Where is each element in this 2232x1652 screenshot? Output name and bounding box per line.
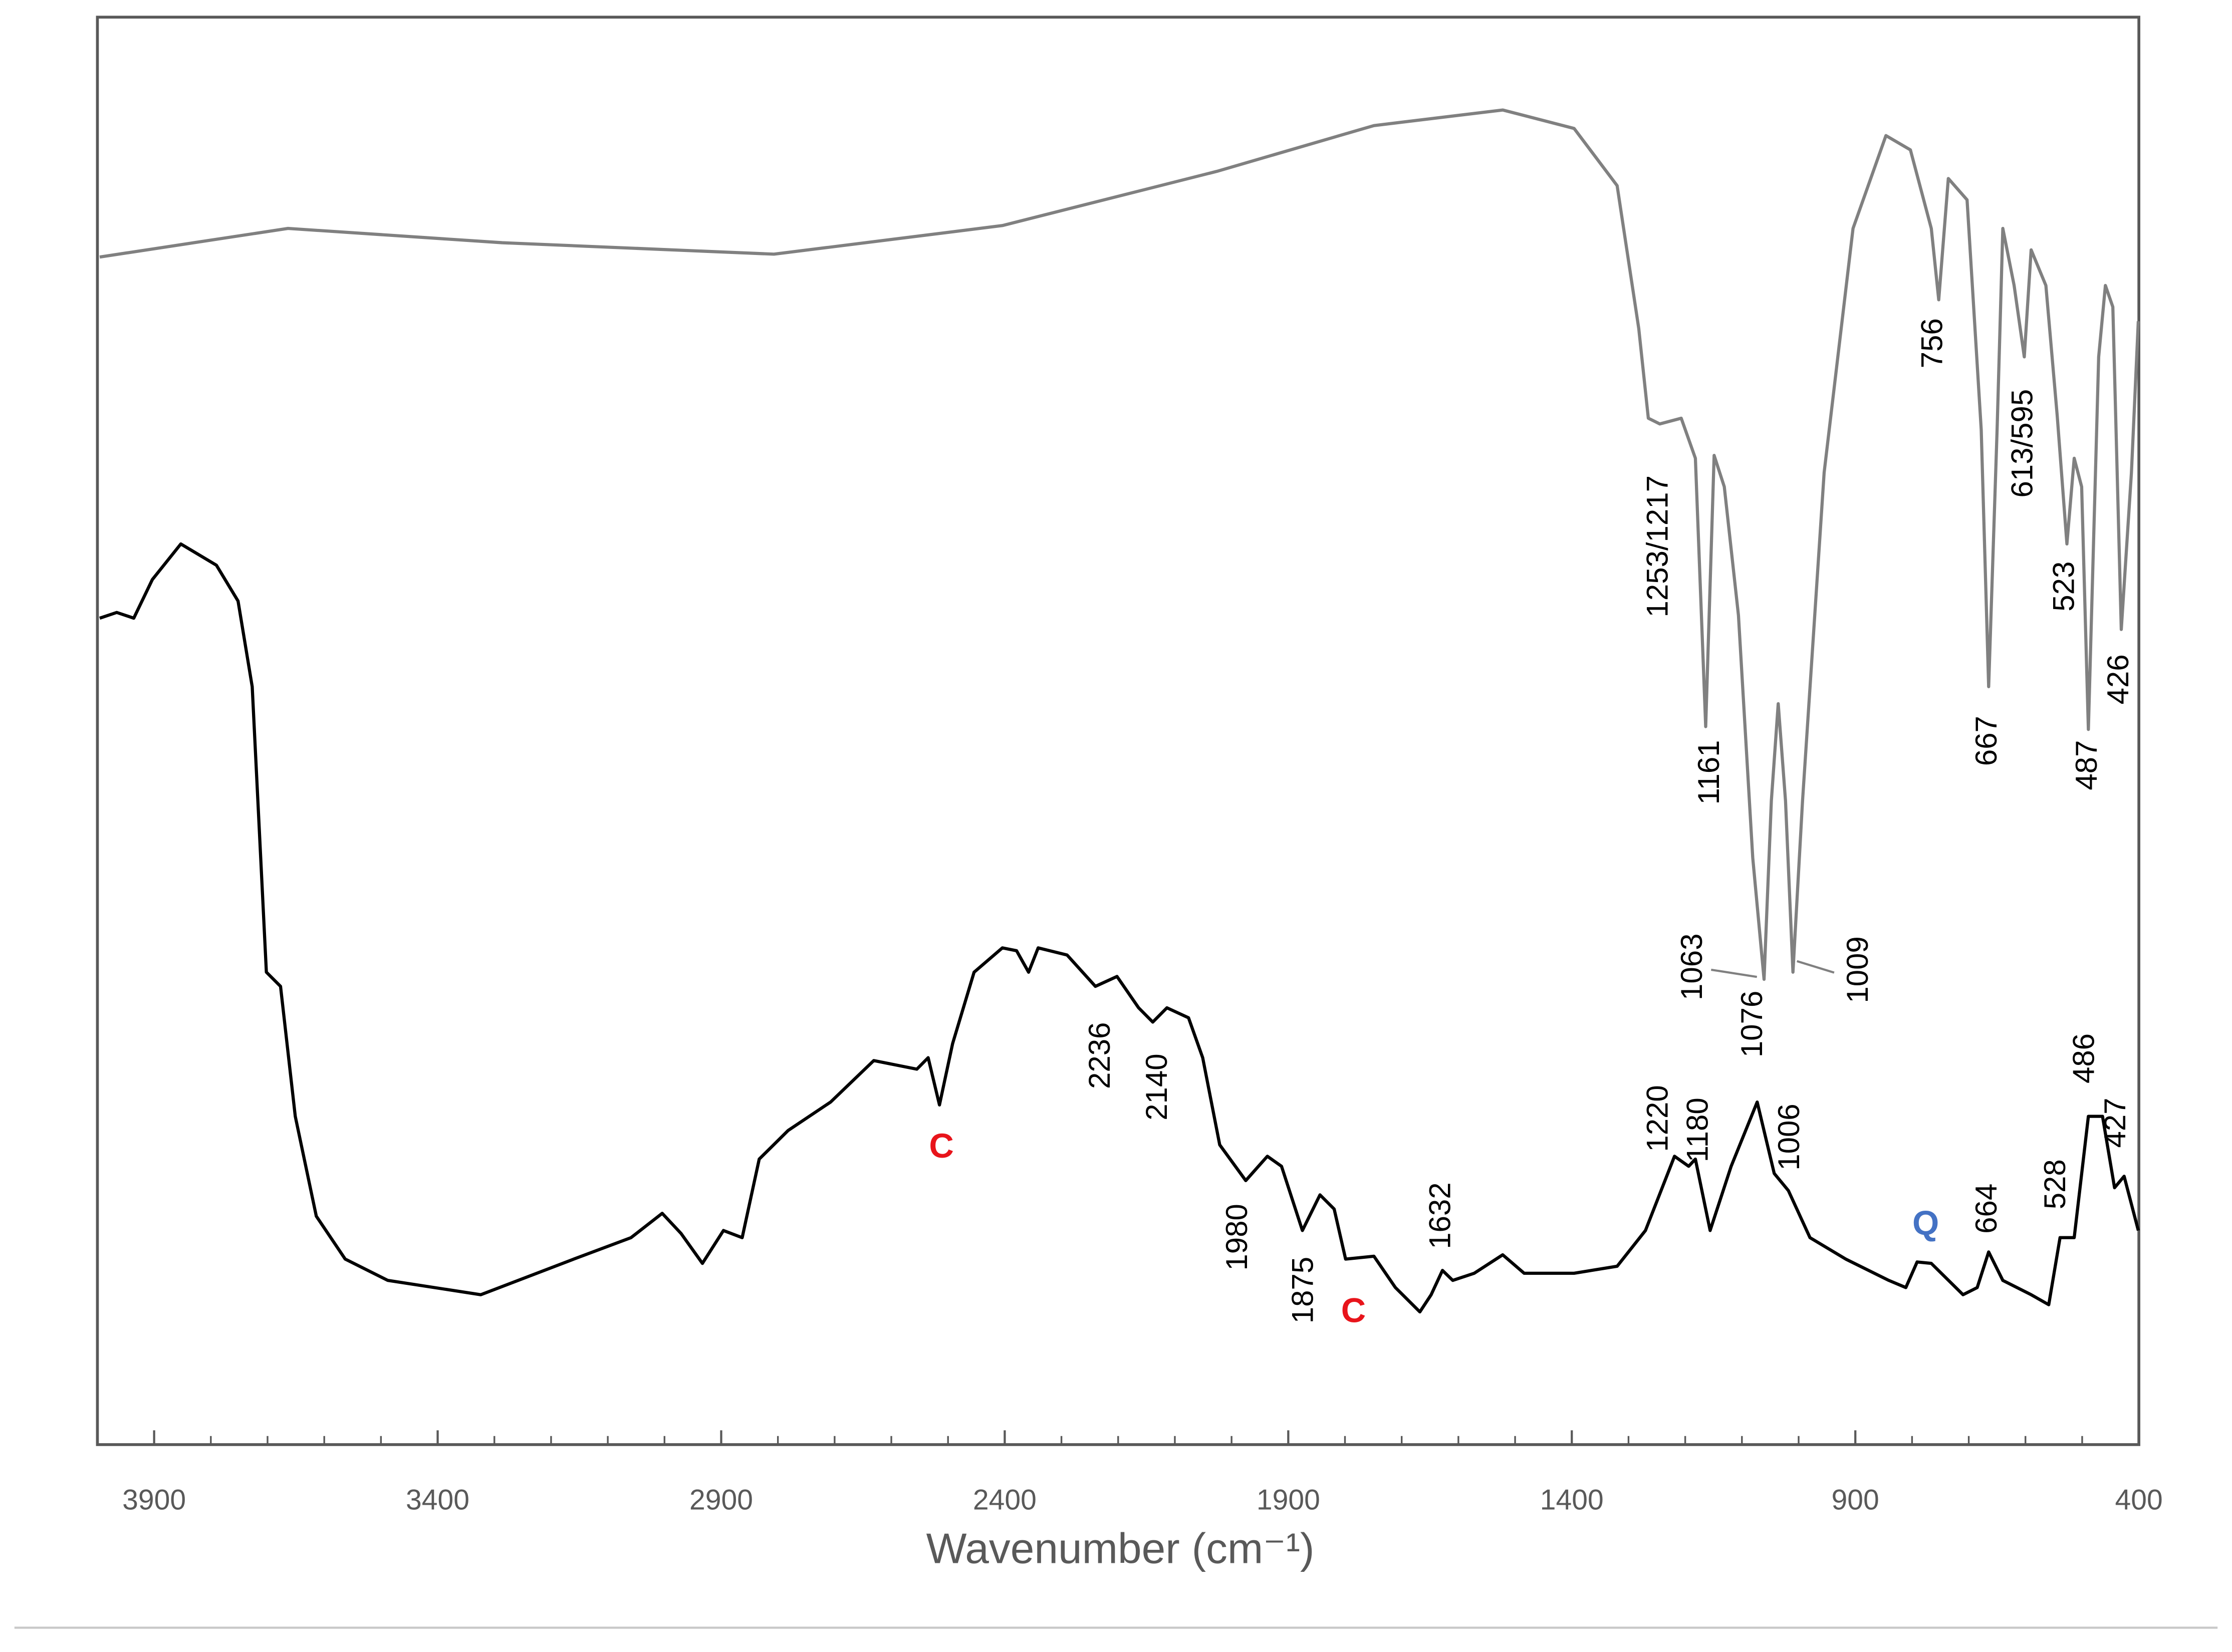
- peak-label: 528: [2038, 1159, 2072, 1209]
- peak-label: 1253/1217: [1640, 475, 1674, 617]
- peak-label: 426: [2101, 654, 2135, 704]
- plot-frame: [96, 16, 2140, 1446]
- peak-label: 1632: [1423, 1182, 1456, 1249]
- peak-label: 2236: [1083, 1022, 1116, 1089]
- x-tick-label: 1400: [1540, 1484, 1604, 1516]
- peak-label: 613/595: [2006, 389, 2039, 498]
- peak-label: 1180: [1680, 1097, 1714, 1162]
- peak-label: 1076: [1735, 991, 1769, 1057]
- peak-label: 1980: [1220, 1204, 1254, 1270]
- x-tick-label: 2400: [973, 1484, 1037, 1516]
- x-tick-label: 400: [2115, 1484, 2162, 1516]
- marker-label: Q: [1912, 1204, 1939, 1242]
- leader-line: [1711, 968, 1758, 978]
- leader-line: [1797, 960, 1835, 974]
- peak-label: 486: [2067, 1033, 2100, 1083]
- x-tick-label: 1900: [1257, 1484, 1320, 1516]
- peak-label: 1063: [1675, 934, 1708, 1000]
- marker-label: C: [929, 1127, 953, 1165]
- spectrum-line: [99, 542, 2140, 1314]
- x-axis-label: Wavenumber (cm⁻¹): [926, 1525, 1315, 1573]
- peak-label: 427: [2098, 1097, 2132, 1148]
- marker-label: C: [1341, 1291, 1366, 1329]
- peak-label: 667: [1969, 716, 2003, 766]
- peak-label: 756: [1915, 318, 1949, 368]
- x-tick-label: 3400: [406, 1484, 469, 1516]
- peak-label: 487: [2070, 740, 2103, 790]
- peak-label: 1161: [1692, 740, 1725, 804]
- peak-label: 1006: [1772, 1104, 1806, 1170]
- peak-label: 523: [2047, 562, 2080, 612]
- peak-label: 664: [1969, 1184, 2003, 1234]
- x-tick-label: 900: [1832, 1484, 1879, 1516]
- spectrum-line: [99, 108, 2140, 981]
- peak-label: 1875: [1286, 1257, 1319, 1323]
- peak-label: 1009: [1841, 936, 1874, 1003]
- peak-label: 2140: [1140, 1053, 1173, 1120]
- x-tick-label: 2900: [689, 1484, 753, 1516]
- peak-label: 1220: [1640, 1085, 1674, 1152]
- x-tick-label: 3900: [122, 1484, 186, 1516]
